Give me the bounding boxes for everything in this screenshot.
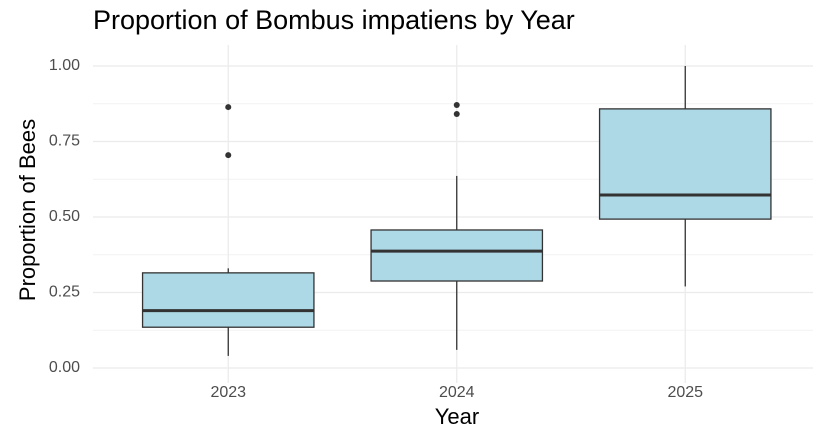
x-tick-label: 2023 bbox=[210, 384, 246, 401]
y-tick-label: 0.25 bbox=[49, 284, 80, 301]
box bbox=[141, 272, 315, 328]
y-tick-label: 0.50 bbox=[49, 208, 80, 225]
box bbox=[598, 108, 772, 220]
x-tick-label: 2024 bbox=[439, 384, 475, 401]
y-tick-label: 0.00 bbox=[49, 359, 80, 376]
x-axis-label: Year bbox=[435, 404, 479, 429]
outlier bbox=[453, 101, 460, 108]
chart-title: Proportion of Bombus impatiens by Year bbox=[93, 5, 575, 35]
outlier bbox=[453, 111, 460, 118]
outlier bbox=[225, 104, 232, 111]
x-tick-label: 2025 bbox=[667, 384, 703, 401]
y-tick-label: 0.75 bbox=[49, 133, 80, 150]
y-tick-label: 1.00 bbox=[49, 57, 80, 74]
box bbox=[370, 229, 544, 282]
outlier bbox=[225, 152, 232, 159]
y-axis-label: Proportion of Bees bbox=[15, 119, 40, 301]
